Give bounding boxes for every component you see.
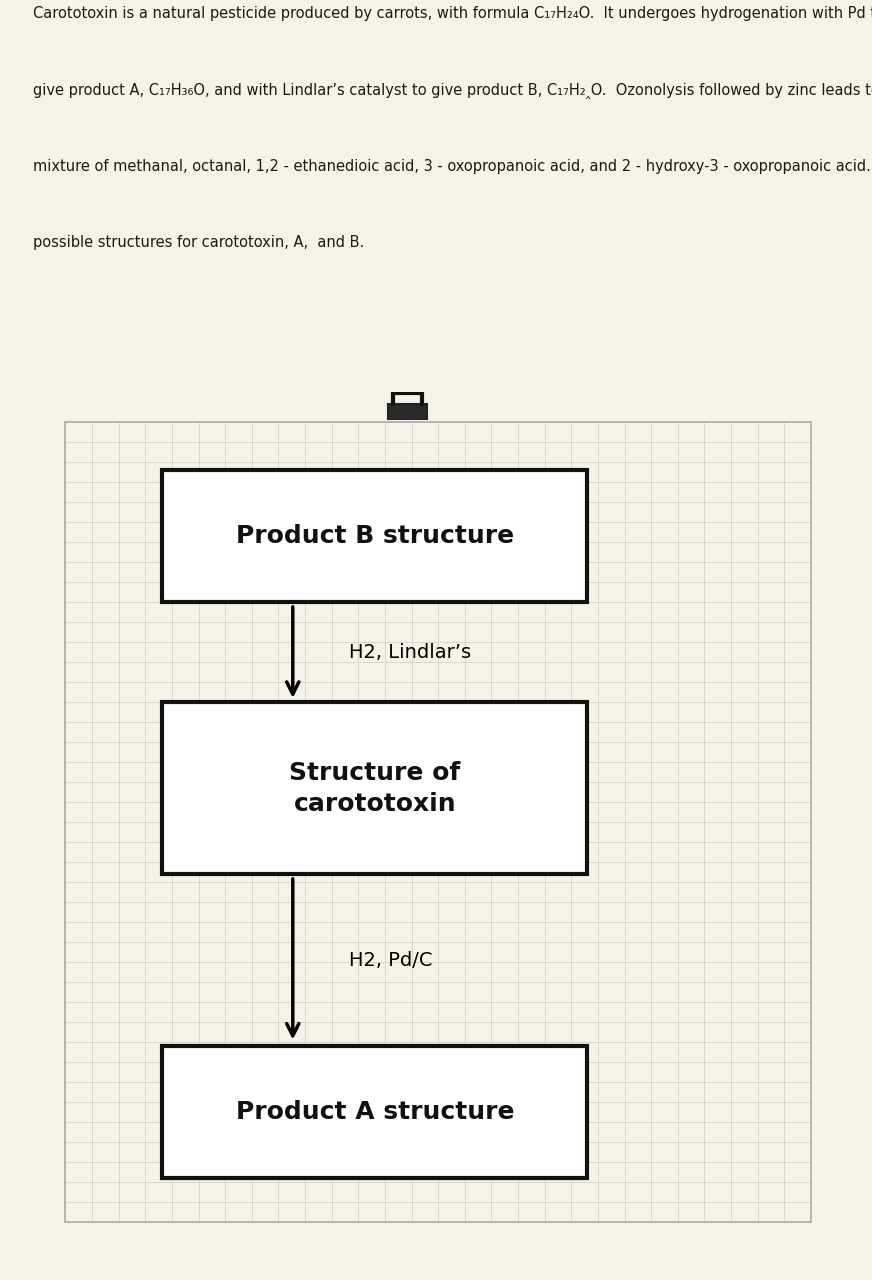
Text: Carototoxin is a natural pesticide produced by carrots, with formula C₁₇H₂₄O.  I: Carototoxin is a natural pesticide produ… [33, 6, 872, 22]
Bar [162, 1047, 588, 1179]
Text: give product A, C₁₇H₃₆O, and with Lindlar’s catalyst to give product B, C₁₇H₂‸O.: give product A, C₁₇H₃₆O, and with Lindla… [33, 82, 872, 99]
Text: Structure of
carototoxin: Structure of carototoxin [290, 760, 460, 817]
Text: H2, Lindlar’s: H2, Lindlar’s [349, 644, 471, 662]
Text: possible structures for carototoxin, A,  and B.: possible structures for carototoxin, A, … [33, 236, 364, 250]
Text: Product B structure: Product B structure [235, 525, 514, 548]
Text: Product A structure: Product A structure [235, 1101, 514, 1124]
Text: mixture of methanal, octanal, 1,2 - ethanedioic acid, 3 - oxopropanoic acid, and: mixture of methanal, octanal, 1,2 - etha… [33, 159, 872, 174]
Bar [162, 470, 588, 603]
Bar [388, 404, 427, 420]
Bar [162, 703, 588, 874]
Text: H2, Pd/C: H2, Pd/C [349, 951, 433, 969]
